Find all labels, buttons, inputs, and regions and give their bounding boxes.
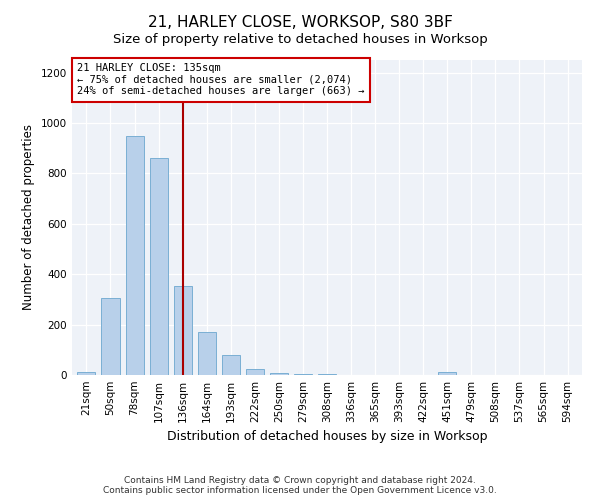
Bar xyxy=(438,372,457,375)
Bar xyxy=(173,286,191,375)
Bar xyxy=(77,372,95,375)
Text: Contains HM Land Registry data © Crown copyright and database right 2024.
Contai: Contains HM Land Registry data © Crown c… xyxy=(103,476,497,495)
X-axis label: Distribution of detached houses by size in Worksop: Distribution of detached houses by size … xyxy=(167,430,487,444)
Bar xyxy=(101,298,119,375)
Bar xyxy=(222,356,240,375)
Text: 21, HARLEY CLOSE, WORKSOP, S80 3BF: 21, HARLEY CLOSE, WORKSOP, S80 3BF xyxy=(148,15,452,30)
Bar xyxy=(270,373,288,375)
Bar xyxy=(294,374,312,375)
Bar xyxy=(318,374,336,375)
Bar xyxy=(246,368,264,375)
Text: 21 HARLEY CLOSE: 135sqm
← 75% of detached houses are smaller (2,074)
24% of semi: 21 HARLEY CLOSE: 135sqm ← 75% of detache… xyxy=(77,63,365,96)
Y-axis label: Number of detached properties: Number of detached properties xyxy=(22,124,35,310)
Bar xyxy=(197,332,216,375)
Bar xyxy=(149,158,167,375)
Bar xyxy=(125,136,143,375)
Text: Size of property relative to detached houses in Worksop: Size of property relative to detached ho… xyxy=(113,32,487,46)
